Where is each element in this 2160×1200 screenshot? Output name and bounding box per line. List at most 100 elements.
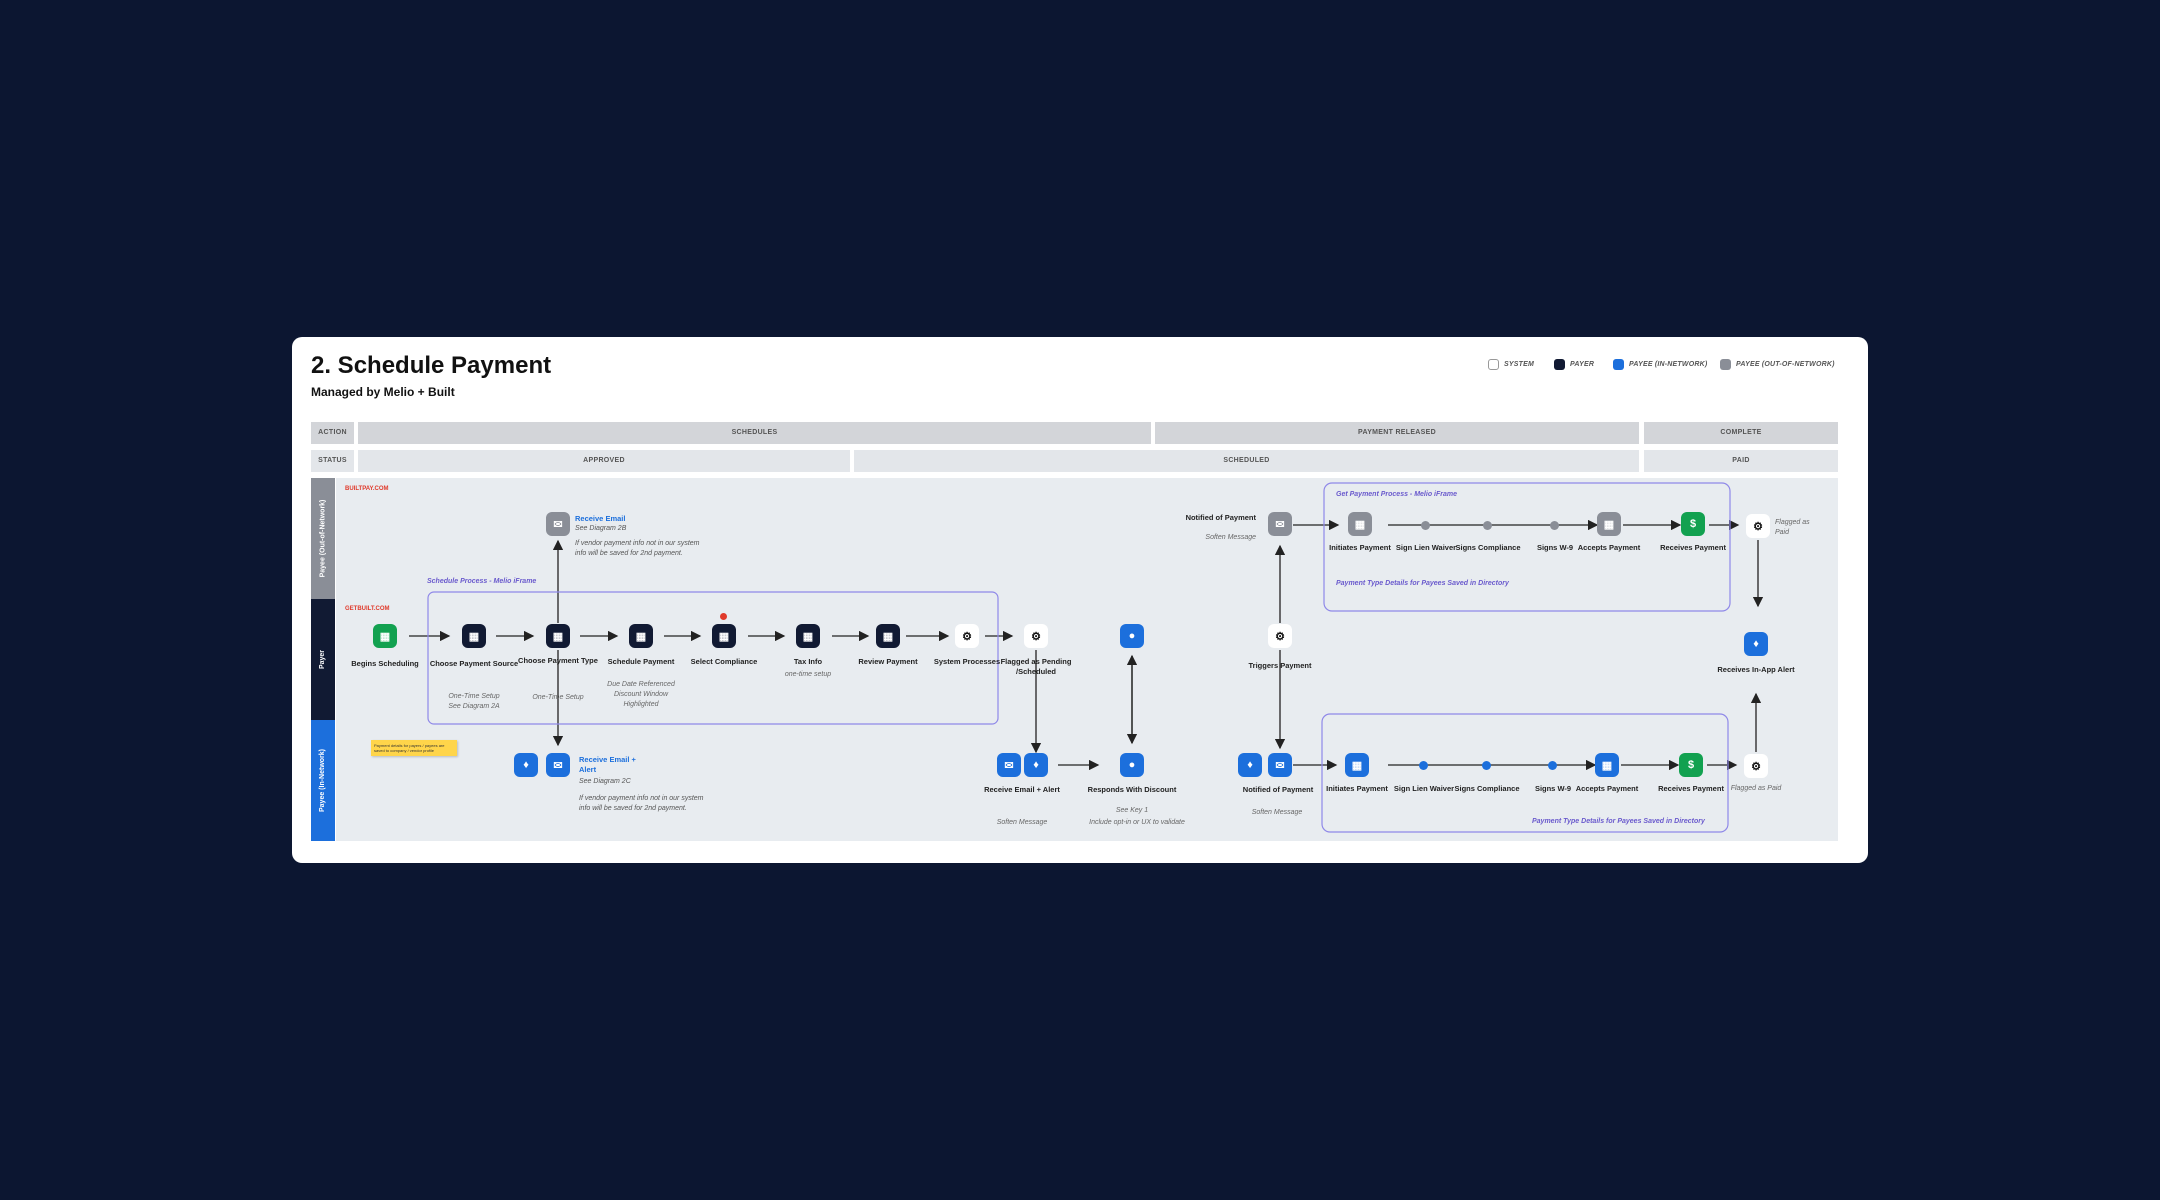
row-label-action: ACTION (311, 422, 354, 444)
legend-swatch (1488, 358, 1499, 370)
group-get-payment-label: Get Payment Process - Melio iFrame (1336, 491, 1457, 498)
lane-out-network (336, 478, 1838, 599)
step-choose-source-sub: One-Time Setup See Diagram 2A (448, 693, 500, 710)
step-flagged-paid: Flagged as Paid (1775, 519, 1810, 536)
lane-label-in: Payee (In-Network) (311, 720, 335, 841)
lane-label-out: Payee (Out-of-Network) (311, 478, 335, 599)
step-responds-discount: Responds With Discount (1087, 785, 1177, 794)
page-subtitle: Managed by Melio + Built (311, 385, 455, 399)
step-responds-discount-note: Include opt-in or UX to validate (1089, 819, 1185, 826)
row-label-status: STATUS (311, 450, 354, 472)
mail-icon[interactable]: ✉ (1268, 753, 1292, 777)
step-dot (1550, 521, 1559, 530)
step-schedule-payment-sub: Due Date Referenced Discount Window High… (607, 681, 675, 708)
step-flagged-pending: Flagged as Pending /Scheduled (1000, 657, 1072, 676)
document-icon[interactable]: ▦ (546, 624, 570, 648)
document-icon[interactable]: ▦ (1345, 753, 1369, 777)
mail-icon[interactable]: ✉ (546, 512, 570, 536)
legend-payee-out: PAYEE (OUT-OF-NETWORK) (1720, 357, 1835, 371)
step-choose-payment-type: Choose Payment Type (518, 656, 598, 665)
bell-icon[interactable]: ♦ (1024, 753, 1048, 777)
dollar-icon[interactable]: $ (1679, 753, 1703, 777)
step-receive-email-alert-sub: See Diagram 2C (579, 778, 631, 785)
step-receive-email-alert: Receive Email + Alert (579, 755, 636, 774)
chat-icon[interactable]: ● (1120, 624, 1144, 648)
document-icon[interactable]: ▦ (712, 624, 736, 648)
step-receive-email-alert-2: Receive Email + Alert (984, 785, 1060, 794)
step-notified-sub: Soften Message (1205, 534, 1256, 541)
mail-icon[interactable]: ✉ (997, 753, 1021, 777)
document-icon[interactable]: ▦ (1595, 753, 1619, 777)
chat-icon[interactable]: ● (1120, 753, 1144, 777)
action-complete: COMPLETE (1644, 422, 1838, 444)
step-dot (1421, 521, 1430, 530)
step-responds-discount-sub: See Key 1 (1115, 807, 1149, 814)
alert-dot (720, 613, 727, 620)
document-icon[interactable]: ▦ (1597, 512, 1621, 536)
step-in-app-alert: Receives In-App Alert (1717, 665, 1795, 674)
step-sign-lien-waiver: Sign Lien Waiver (1395, 543, 1457, 552)
document-icon[interactable]: ▦ (629, 624, 653, 648)
lane-label-payer: Payer (311, 599, 335, 720)
legend-payer: PAYER (1554, 357, 1594, 371)
gear-icon: ⚙ (1744, 754, 1768, 778)
gear-icon: ⚙ (1746, 514, 1770, 538)
step-initiates-payment: Initiates Payment (1329, 543, 1391, 552)
legend-payee-in: PAYEE (IN-NETWORK) (1613, 357, 1707, 371)
document-icon[interactable]: ▦ (796, 624, 820, 648)
mail-icon[interactable]: ✉ (546, 753, 570, 777)
mail-icon[interactable]: ✉ (1268, 512, 1292, 536)
step-choose-source: Choose Payment Source (429, 659, 519, 668)
step-dot (1482, 761, 1491, 770)
legend-swatch (1613, 358, 1624, 370)
document-icon[interactable]: ▦ (373, 624, 397, 648)
page-title: 2. Schedule Payment (311, 352, 552, 379)
step-initiates-payment-in: Initiates Payment (1326, 784, 1388, 793)
step-signs-w9: Signs W-9 (1536, 543, 1574, 552)
step-review-payment: Review Payment (858, 657, 918, 666)
gear-icon: ⚙ (1024, 624, 1048, 648)
step-tax-info: Tax Info (793, 657, 823, 666)
step-receive-email-note: If vendor payment info not in our system… (575, 540, 700, 557)
legend-label: PAYEE (OUT-OF-NETWORK) (1736, 360, 1835, 368)
step-select-compliance: Select Compliance (690, 657, 758, 666)
legend-label: SYSTEM (1504, 360, 1534, 368)
group-details-top-label: Payment Type Details for Payees Saved in… (1336, 580, 1509, 587)
sticky-note: Payment details for payers / payees are … (371, 740, 457, 756)
status-paid: PAID (1644, 450, 1838, 472)
step-receive-email-alert-2-sub: Soften Message (996, 819, 1048, 826)
gear-icon: ⚙ (1268, 624, 1292, 648)
step-signs-w9-in: Signs W-9 (1534, 784, 1572, 793)
legend-system: SYSTEM (1488, 357, 1534, 371)
step-receive-email-sub: See Diagram 2B (575, 525, 627, 532)
document-icon[interactable]: ▦ (1348, 512, 1372, 536)
bell-icon[interactable]: ♦ (514, 753, 538, 777)
gear-icon: ⚙ (955, 624, 979, 648)
step-choose-payment-type-sub: One-Time Setup (532, 694, 584, 701)
dollar-icon[interactable]: $ (1681, 512, 1705, 536)
group-schedule-label: Schedule Process - Melio iFrame (427, 578, 537, 585)
status-scheduled: SCHEDULED (854, 450, 1639, 472)
bell-icon[interactable]: ♦ (1238, 753, 1262, 777)
step-schedule-payment: Schedule Payment (607, 657, 675, 666)
step-sign-lien-waiver-in: Sign Lien Waiver (1393, 784, 1455, 793)
status-approved: APPROVED (358, 450, 850, 472)
legend-swatch (1720, 358, 1731, 370)
step-receive-email: Receive Email (575, 514, 626, 523)
step-signs-compliance-in: Signs Compliance (1454, 784, 1520, 793)
group-details-bottom-label: Payment Type Details for Payees Saved in… (1532, 818, 1705, 825)
step-tax-info-sub: one-time setup (784, 671, 832, 678)
step-begins-scheduling: Begins Scheduling (351, 659, 419, 668)
site-builtpay: BUILTPAY.COM (345, 486, 389, 492)
legend-label: PAYEE (IN-NETWORK) (1629, 360, 1708, 368)
step-dot (1419, 761, 1428, 770)
step-signs-compliance: Signs Compliance (1455, 543, 1521, 552)
bell-icon[interactable]: ♦ (1744, 632, 1768, 656)
step-system-processes: System Processes (933, 657, 1001, 666)
lane-payer (336, 599, 1838, 720)
legend-swatch (1554, 358, 1565, 370)
document-icon[interactable]: ▦ (462, 624, 486, 648)
document-icon[interactable]: ▦ (876, 624, 900, 648)
step-notified-of-payment: Notified of Payment (1185, 513, 1256, 522)
